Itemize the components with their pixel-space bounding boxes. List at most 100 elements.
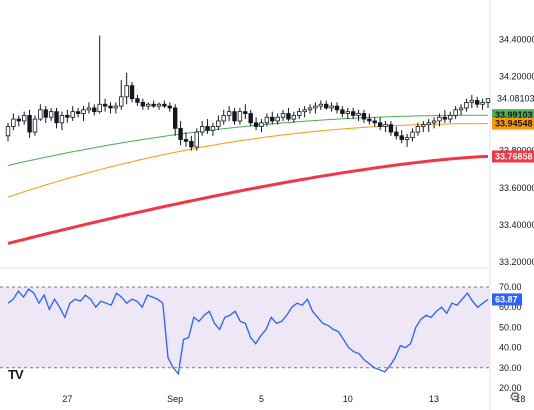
time-tick-label: 13	[429, 394, 439, 404]
price-tick-label: 34.40000	[499, 34, 534, 44]
candle-body	[264, 116, 270, 124]
candle-body	[280, 113, 286, 118]
candle-body	[286, 113, 291, 120]
candle-body	[383, 124, 388, 127]
ma-value-tag: 33.94548	[495, 119, 533, 129]
candle-body	[377, 122, 383, 127]
candle-body	[356, 113, 361, 116]
candle-body	[334, 105, 340, 111]
rsi-tick-label: 50.00	[499, 322, 522, 332]
candle-body	[216, 120, 221, 127]
candle-body	[199, 126, 205, 133]
candle-body	[404, 137, 410, 140]
candle-body	[221, 114, 226, 122]
candle-body	[437, 116, 442, 122]
moving-average-line	[7, 123, 488, 198]
candlestick-series	[5, 35, 491, 151]
candle-body	[367, 118, 372, 122]
time-tick-label: 5	[259, 394, 264, 404]
candle-body	[178, 127, 183, 140]
candle-body	[345, 111, 350, 114]
candle-body	[394, 131, 399, 137]
candle-body	[86, 107, 92, 111]
candle-body	[318, 103, 324, 107]
candle-body	[329, 105, 334, 109]
candle-body	[210, 126, 216, 131]
time-tick-label: 27	[62, 394, 72, 404]
price-tick-label: 34.20000	[499, 71, 534, 81]
candle-body	[32, 118, 38, 133]
candle-body	[475, 100, 480, 105]
ma-value-tag: 33.99103	[495, 110, 533, 120]
candle-body	[469, 100, 475, 103]
ma-value-tag-bg	[492, 150, 534, 163]
candle-body	[11, 118, 16, 127]
candle-body	[448, 114, 453, 120]
candle-body	[426, 122, 431, 126]
rsi-tick-label: 20.00	[499, 383, 522, 393]
rsi-tick-label: 60.00	[499, 302, 522, 312]
rsi-series	[7, 288, 489, 376]
candle-body	[442, 116, 448, 120]
candle-body	[243, 111, 248, 114]
candle-body	[21, 114, 27, 122]
candle-body	[146, 103, 151, 107]
tradingview-logo[interactable]: TV	[8, 367, 24, 382]
candle-body	[458, 107, 464, 111]
price-tick-label: 33.20000	[499, 257, 534, 267]
time-tick-label: 10	[343, 394, 353, 404]
candle-body	[124, 85, 129, 98]
candle-body	[248, 113, 253, 124]
candle-body	[92, 107, 97, 113]
candle-body	[102, 103, 108, 107]
candle-body	[324, 103, 329, 109]
candle-body	[183, 139, 189, 142]
rsi-band-fill	[0, 287, 490, 368]
candle-body	[275, 116, 280, 122]
candle-body	[135, 98, 140, 103]
last-price-label: 34.08103	[497, 93, 534, 103]
candle-body	[480, 101, 485, 105]
candle-body	[302, 109, 307, 113]
candle-body	[65, 114, 70, 118]
candle-body	[119, 96, 124, 107]
candle-body	[340, 109, 345, 114]
candle-body	[205, 126, 210, 131]
candle-body	[16, 118, 21, 122]
price-tick-label: 33.40000	[499, 220, 534, 230]
candle-body	[421, 124, 426, 127]
candle-body	[151, 103, 156, 107]
moving-average-line	[7, 155, 489, 245]
candle-body	[162, 103, 167, 107]
rsi-value-tag: 63.87	[495, 294, 518, 304]
candle-body	[140, 101, 146, 107]
candle-body	[156, 103, 162, 107]
candle-body	[307, 107, 313, 111]
rsi-tick-label: 40.00	[499, 343, 522, 353]
candle-body	[5, 126, 11, 137]
candle-body	[253, 122, 259, 127]
price-tick-label: 33.60000	[499, 183, 534, 193]
candle-body	[38, 109, 43, 120]
rsi-value-tag-bg	[492, 293, 522, 306]
ma-value-tag: 33.76858	[495, 151, 533, 161]
rsi-tick-label: 70.00	[499, 282, 522, 292]
moving-average-line	[7, 114, 488, 166]
candle-body	[431, 120, 437, 124]
candle-body	[410, 131, 415, 139]
candle-body	[313, 105, 318, 109]
candle-body	[270, 116, 275, 122]
candle-body	[372, 120, 377, 124]
time-tick-label: Sep	[167, 394, 183, 404]
candle-body	[237, 111, 243, 122]
gear-icon[interactable]: ⚙	[509, 389, 521, 404]
candle-body	[27, 114, 32, 133]
candle-body	[194, 131, 199, 148]
rsi-band	[0, 286, 490, 369]
candle-body	[189, 140, 194, 148]
candle-body	[388, 124, 394, 133]
candle-body	[485, 98, 491, 103]
candle-body	[75, 111, 81, 114]
